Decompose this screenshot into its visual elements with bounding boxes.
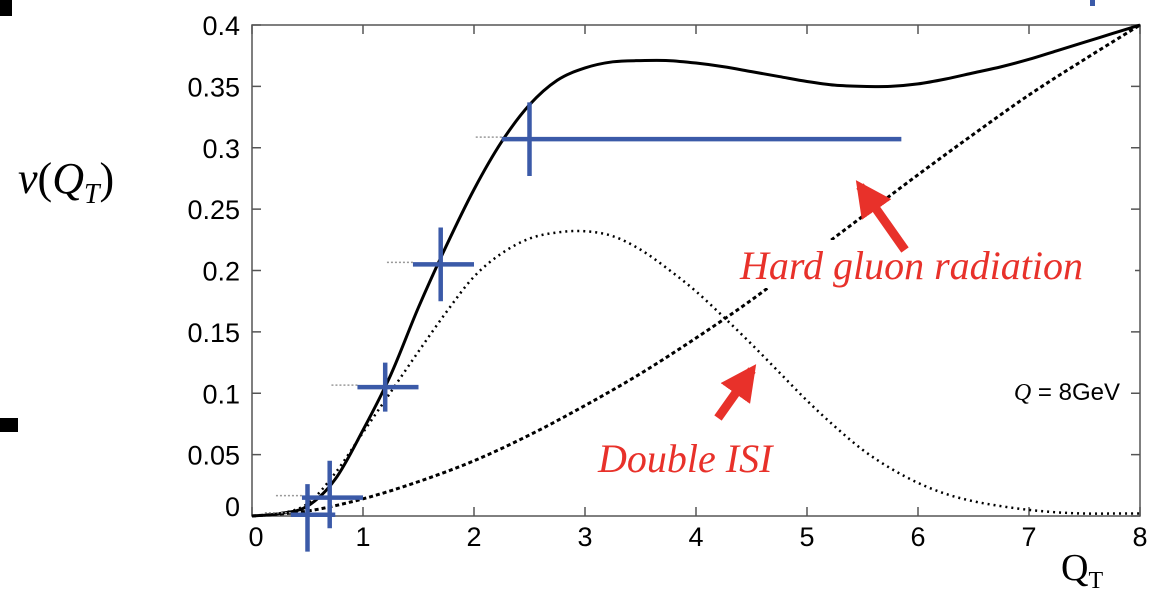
annotation-hard-gluon: Hard gluon radiation	[739, 243, 1083, 288]
x-tick-label: 5	[799, 522, 814, 552]
x-tick-label: 0	[248, 522, 263, 552]
edge-mark-left	[0, 418, 18, 432]
data-point	[386, 227, 474, 302]
edge-mark-top	[0, 0, 12, 16]
x-tick-label: 6	[910, 522, 925, 552]
data-errorbars	[264, 102, 902, 552]
y-tick-label: 0.35	[187, 72, 240, 102]
x-tick-label: 2	[466, 522, 481, 552]
y-axis-label: ν(QT)	[18, 154, 114, 210]
axis-tick-labels: 0 1 2 3 4 5 6 7 8 0 0.05 0.1 0.15 0.2 0.25 0.3 0.35 0.4	[187, 11, 1147, 552]
y-tick-label: 0.1	[202, 379, 240, 409]
x-tick-label: 8	[1132, 522, 1147, 552]
x-tick-label: 4	[688, 522, 703, 552]
data-point	[264, 484, 336, 552]
curve-dashed	[251, 23, 1141, 518]
annotation-box-hard	[735, 240, 1135, 288]
x-axis-label: QT	[1061, 547, 1103, 589]
y-tick-label: 0.4	[202, 11, 240, 41]
y-tick-label: 0.15	[187, 318, 240, 348]
annotation-q-value: Q = 8GeV	[1014, 379, 1120, 406]
y-tick-label: 0.3	[202, 134, 240, 164]
curve-dotted	[251, 229, 1140, 518]
data-point	[331, 362, 419, 412]
theory-curves	[251, 23, 1141, 518]
x-tick-label: 1	[355, 522, 370, 552]
annotation-double-isi: Double ISI	[597, 436, 774, 481]
annotation-box-isi	[590, 432, 825, 484]
y-tick-label: 0.2	[202, 257, 240, 287]
curve-solid	[251, 23, 1141, 518]
data-point	[275, 460, 363, 529]
x-tick-label: 7	[1021, 522, 1036, 552]
axis-ticks	[251, 24, 1141, 517]
edge-mark-top-right	[1090, 0, 1095, 6]
x-tick-label: 3	[577, 522, 592, 552]
y-tick-label: 0.05	[187, 441, 240, 471]
data-point	[475, 102, 902, 176]
y-tick-label: 0.25	[187, 195, 240, 225]
arrow-hard-gluon	[855, 180, 909, 253]
arrow-double-isi	[714, 364, 757, 421]
y-tick-label: 0	[225, 492, 240, 522]
